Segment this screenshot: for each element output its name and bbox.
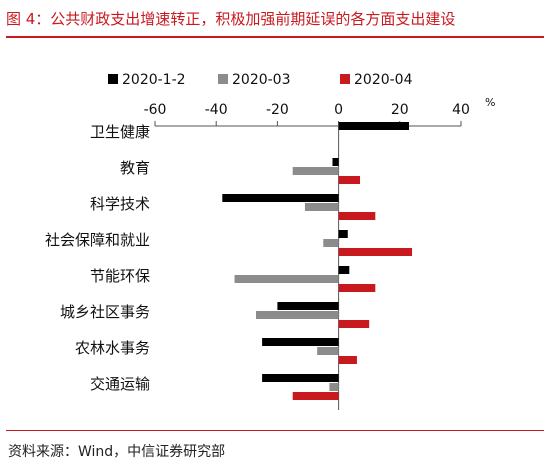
title-underline xyxy=(6,36,544,38)
legend-swatch-2020-03 xyxy=(218,74,228,84)
bar-2020-03-教育 xyxy=(292,167,339,175)
bar-2020-03-社会保障和就业 xyxy=(323,239,339,247)
category-label: 交通运输 xyxy=(90,375,150,393)
bar-series xyxy=(222,122,413,400)
bar-2020-1-2-社会保障和就业 xyxy=(338,230,348,238)
bar-2020-03-城乡社区事务 xyxy=(255,311,339,319)
legend-swatch-2020-04 xyxy=(340,74,350,84)
category-label: 教育 xyxy=(120,159,150,177)
category-label: 农林水事务 xyxy=(75,339,150,357)
bar-2020-03-科学技术 xyxy=(304,203,339,211)
category-label: 社会保障和就业 xyxy=(45,231,150,249)
bar-2020-1-2-交通运输 xyxy=(262,374,339,382)
x-tick-label: 0 xyxy=(334,102,343,118)
x-tick-label: 40 xyxy=(452,102,470,118)
bar-2020-1-2-城乡社区事务 xyxy=(277,302,339,310)
x-tick-label: 20 xyxy=(391,102,409,118)
legend-label-2020-1-2: 2020-1-2 xyxy=(122,72,186,88)
category-label: 科学技术 xyxy=(90,195,150,213)
category-label: 节能环保 xyxy=(90,267,150,285)
bar-2020-1-2-教育 xyxy=(332,158,339,166)
bar-2020-04-社会保障和就业 xyxy=(338,248,413,256)
bar-2020-1-2-节能环保 xyxy=(338,266,350,274)
x-tick-label: -40 xyxy=(205,102,228,118)
bar-2020-03-农林水事务 xyxy=(317,347,339,355)
x-tick-label: -60 xyxy=(144,102,167,118)
bar-2020-04-节能环保 xyxy=(338,284,376,292)
x-axis: -60 -40 -20 0 20 40% xyxy=(144,96,495,410)
bar-2020-03-节能环保 xyxy=(234,275,339,283)
bar-2020-1-2-农林水事务 xyxy=(262,338,339,346)
bar-2020-03-交通运输 xyxy=(329,383,339,391)
bar-2020-04-科学技术 xyxy=(338,212,376,220)
x-tick-label: -20 xyxy=(266,102,289,118)
figure-title: 图 4：公共财政支出增速转正，积极加强前期延误的各方面支出建设 xyxy=(6,10,456,28)
bar-2020-1-2-卫生健康 xyxy=(338,122,409,130)
legend-swatch-2020-1-2 xyxy=(108,74,118,84)
category-label: 卫生健康 xyxy=(90,123,150,141)
bar-2020-04-城乡社区事务 xyxy=(338,320,370,328)
bar-2020-04-交通运输 xyxy=(292,392,339,400)
bar-2020-1-2-科学技术 xyxy=(222,194,339,202)
bar-2020-04-教育 xyxy=(338,176,361,184)
source-note: 资料来源：Wind，中信证券研究部 xyxy=(8,444,226,460)
unit-label: % xyxy=(485,96,495,109)
category-label: 城乡社区事务 xyxy=(60,303,150,321)
chart-legend: 2020-1-2 2020-03 2020-04 xyxy=(108,72,413,88)
bar-2020-04-农林水事务 xyxy=(338,356,357,364)
legend-label-2020-04: 2020-04 xyxy=(354,72,413,88)
legend-label-2020-03: 2020-03 xyxy=(232,72,291,88)
source-divider xyxy=(6,430,544,431)
